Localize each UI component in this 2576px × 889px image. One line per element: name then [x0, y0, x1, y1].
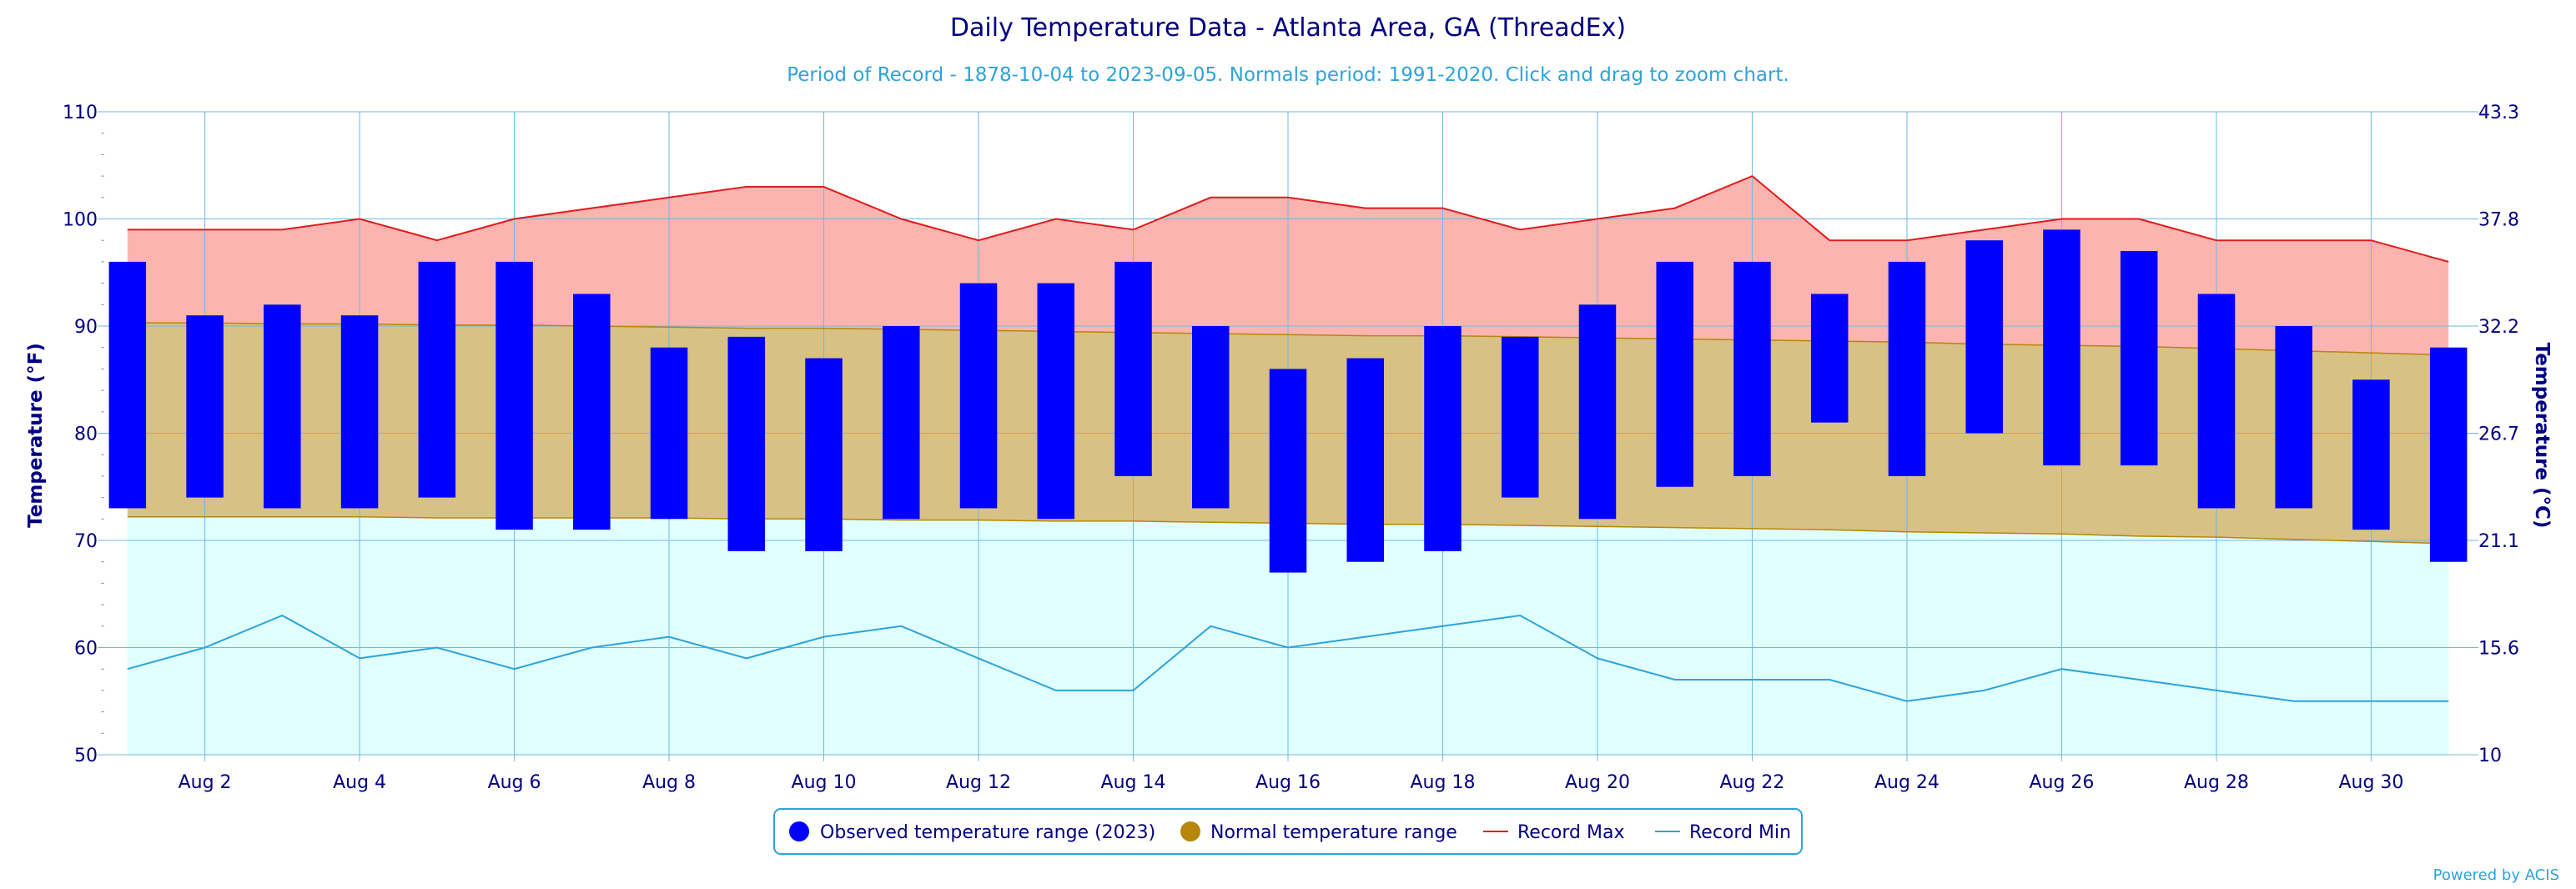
observed-range-bar[interactable]	[805, 358, 843, 551]
plot-area[interactable]: 50 10 60 15.6 70 21.1 80 26.7 90 32.2 100 37.8 110 43…	[63, 103, 2519, 793]
observed-range-bar[interactable]	[418, 261, 456, 498]
x-tick-label: Aug 26	[2029, 772, 2094, 793]
x-tick-label: Aug 2	[179, 772, 232, 793]
y-tick-label-right: 15.6	[2478, 639, 2519, 660]
legend-observed-marker	[789, 821, 809, 841]
credit-link[interactable]: Powered by ACIS	[2433, 866, 2559, 884]
y-tick-label-right: 37.8	[2478, 210, 2519, 231]
legend-observed-label: Observed temperature range (2023)	[820, 822, 1155, 843]
y-axis-title-right: Temperature (°C)	[2531, 343, 2553, 529]
observed-range-bar[interactable]	[1656, 261, 1693, 487]
y-tick-label-right: 26.7	[2478, 424, 2519, 445]
x-tick-label: Aug 20	[1565, 772, 1630, 793]
observed-range-bar[interactable]	[2275, 326, 2312, 509]
x-tick-label: Aug 8	[642, 772, 696, 793]
observed-range-bar[interactable]	[959, 283, 998, 509]
observed-range-bar[interactable]	[1810, 294, 1849, 423]
observed-range-bar[interactable]	[2352, 379, 2390, 530]
observed-range-bar[interactable]	[573, 294, 611, 530]
y-tick-label: 100	[63, 210, 98, 231]
x-tick-label: Aug 4	[333, 772, 386, 793]
x-tick-label: Aug 10	[792, 772, 857, 793]
x-tick-label: Aug 14	[1101, 772, 1166, 793]
legend-box	[773, 808, 1803, 855]
observed-range-bar[interactable]	[650, 347, 688, 520]
chart-subtitle: Period of Record - 1878-10-04 to 2023-09…	[787, 64, 1789, 86]
observed-range-bar[interactable]	[1191, 326, 1230, 509]
x-tick-label: Aug 18	[1411, 772, 1476, 793]
observed-range-bar[interactable]	[1114, 261, 1152, 476]
observed-range-bar[interactable]	[108, 261, 147, 509]
observed-range-bar[interactable]	[1501, 336, 1539, 498]
y-tick-label-right: 32.2	[2478, 317, 2519, 338]
y-tick-label-right: 10	[2478, 746, 2502, 766]
observed-range-bar[interactable]	[1733, 261, 1771, 476]
x-tick-label: Aug 30	[2338, 772, 2403, 793]
observed-range-bar[interactable]	[2197, 294, 2236, 509]
y-tick-label: 90	[74, 317, 98, 338]
observed-range-bar[interactable]	[2043, 229, 2080, 466]
chart-title: Daily Temperature Data - Atlanta Area, G…	[950, 13, 1626, 43]
y-tick-label-right: 21.1	[2478, 531, 2519, 552]
observed-range-bar[interactable]	[1965, 240, 2003, 434]
observed-range-bar[interactable]	[2120, 251, 2158, 466]
observed-range-bar[interactable]	[186, 315, 224, 498]
y-tick-label: 70	[74, 531, 98, 552]
x-tick-label: Aug 24	[1874, 772, 1940, 793]
y-tick-label-right: 43.3	[2478, 103, 2519, 123]
legend-record-max-label: Record Max	[1517, 822, 1625, 843]
legend-record-min-label: Record Min	[1689, 822, 1791, 843]
observed-range-bar[interactable]	[1037, 283, 1075, 520]
observed-range-bar[interactable]	[1346, 358, 1385, 562]
y-axis-title-left: Temperature (°F)	[25, 343, 47, 528]
legend: Observed temperature range (2023) Normal…	[773, 808, 1803, 855]
y-tick-label: 80	[74, 424, 98, 445]
x-tick-label: Aug 28	[2184, 772, 2249, 793]
x-tick-label: Aug 6	[488, 772, 541, 793]
x-tick-label: Aug 12	[946, 772, 1011, 793]
observed-range-bar[interactable]	[264, 304, 301, 509]
record-min-line[interactable]	[127, 614, 2449, 702]
y-tick-label: 50	[74, 746, 98, 766]
observed-range-bar[interactable]	[883, 326, 920, 520]
observed-range-bar[interactable]	[1424, 326, 1462, 551]
legend-normal-marker	[1180, 821, 1200, 841]
observed-range-bar[interactable]	[2429, 347, 2468, 562]
x-tick-label: Aug 16	[1255, 772, 1321, 793]
observed-range-bar[interactable]	[727, 336, 766, 551]
observed-range-bar[interactable]	[1269, 369, 1307, 573]
observed-range-bar[interactable]	[1578, 304, 1617, 520]
legend-normal-label: Normal temperature range	[1210, 822, 1457, 843]
y-tick-label: 110	[63, 103, 98, 123]
record-max-line[interactable]	[127, 174, 2449, 263]
observed-range-bar[interactable]	[340, 315, 379, 509]
observed-range-bar[interactable]	[496, 261, 533, 530]
y-tick-label: 60	[74, 639, 98, 660]
x-tick-label: Aug 22	[1719, 772, 1784, 793]
observed-range-bar[interactable]	[1888, 261, 1926, 476]
